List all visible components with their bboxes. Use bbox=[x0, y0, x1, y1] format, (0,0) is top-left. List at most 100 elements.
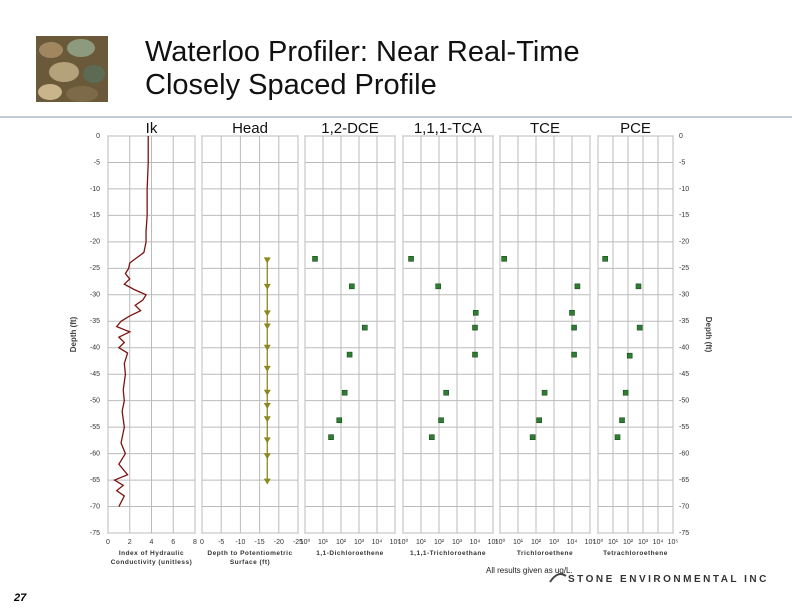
head-marker bbox=[263, 283, 271, 290]
x-axis-label-box: 1,1,1-Trichloroethane bbox=[410, 550, 486, 557]
sample-marker bbox=[571, 324, 577, 331]
panel-title: Head bbox=[232, 120, 268, 137]
x-tick-label: 10⁵ bbox=[668, 539, 679, 546]
sample-marker bbox=[346, 351, 353, 358]
y-axis-label: Depth (ft) bbox=[69, 316, 78, 352]
x-tick-label: 6 bbox=[171, 539, 175, 546]
x-tick-label: 10² bbox=[623, 539, 634, 546]
y-tick-label: -30 bbox=[679, 292, 689, 299]
rock bbox=[49, 62, 79, 82]
panel-title: PCE bbox=[620, 120, 651, 137]
x-tick-label: 10¹ bbox=[608, 539, 619, 546]
sample-marker bbox=[541, 389, 548, 396]
sample-marker bbox=[472, 351, 478, 358]
x-tick-label: 10² bbox=[434, 539, 445, 546]
sample-marker bbox=[571, 351, 577, 358]
y-tick-label: -60 bbox=[90, 450, 100, 457]
sample-marker bbox=[622, 389, 629, 396]
panel-frame bbox=[597, 135, 674, 534]
sample-marker bbox=[536, 417, 542, 424]
y-tick-label: -40 bbox=[679, 345, 689, 352]
y-axis-label: Depth (ft) bbox=[704, 317, 713, 353]
logo: STONE ENVIRONMENTAL INC bbox=[568, 574, 769, 585]
x-axis-label-box: 1,1-Dichloroethene bbox=[316, 550, 383, 557]
x-tick-label: 10⁴ bbox=[372, 539, 383, 546]
y-tick-label: -20 bbox=[679, 239, 689, 246]
y-tick-label: -50 bbox=[90, 398, 100, 405]
sample-marker bbox=[569, 309, 575, 316]
sample-marker bbox=[472, 324, 478, 331]
x-tick-label: 10⁴ bbox=[567, 539, 578, 546]
x-tick-label: 8 bbox=[193, 539, 197, 546]
y-tick-label: -5 bbox=[94, 159, 100, 166]
x-tick-label: 10⁰ bbox=[398, 538, 409, 546]
panel-frame bbox=[304, 135, 396, 534]
head-marker bbox=[263, 389, 271, 396]
y-tick-label: -70 bbox=[679, 503, 689, 510]
y-tick-label: -75 bbox=[90, 530, 100, 537]
head-marker bbox=[263, 402, 271, 409]
sample-marker bbox=[619, 417, 625, 424]
x-tick-label: -10 bbox=[235, 539, 245, 546]
x-tick-label: 10¹ bbox=[513, 539, 524, 546]
x-tick-label: 10² bbox=[531, 539, 542, 546]
x-tick-label: -20 bbox=[274, 539, 284, 546]
panel-title: TCE bbox=[530, 120, 560, 137]
y-tick-label: -40 bbox=[90, 345, 100, 352]
y-tick-label: -45 bbox=[90, 371, 100, 378]
x-axis-label: Tetrachloroethene bbox=[603, 550, 668, 557]
head-marker bbox=[263, 344, 271, 351]
sample-marker bbox=[472, 309, 479, 316]
x-tick-label: 10³ bbox=[452, 539, 463, 546]
head-marker bbox=[263, 257, 271, 264]
x-tick-label: 10³ bbox=[549, 539, 560, 546]
y-tick-label: 0 bbox=[96, 133, 100, 140]
x-tick-label: 0 bbox=[106, 539, 110, 546]
y-tick-label: 0 bbox=[679, 133, 683, 140]
sample-marker bbox=[602, 256, 608, 262]
slide-title: Waterloo Profiler: Near Real-Time Closel… bbox=[145, 36, 580, 101]
y-tick-label: -30 bbox=[90, 292, 100, 299]
x-axis-label-box: Index of Hydraulic Conductivity (unitles… bbox=[110, 550, 193, 566]
x-axis-label-box: Depth to Potentiometric Surface (ft) bbox=[207, 550, 292, 566]
y-tick-label: -15 bbox=[679, 212, 689, 219]
x-tick-label: 4 bbox=[150, 539, 154, 546]
sample-marker bbox=[341, 389, 348, 396]
head-marker bbox=[263, 310, 271, 317]
rock bbox=[83, 65, 105, 83]
y-tick-label: -45 bbox=[679, 371, 689, 378]
y-tick-label: -60 bbox=[679, 450, 689, 457]
x-tick-label: 10⁵ bbox=[488, 539, 499, 546]
sample-marker bbox=[626, 352, 633, 359]
x-tick-label: -5 bbox=[218, 539, 224, 546]
x-tick-label: 10⁰ bbox=[593, 538, 604, 546]
y-tick-label: -35 bbox=[679, 318, 689, 325]
y-tick-label: -25 bbox=[90, 265, 100, 272]
sample-marker bbox=[574, 283, 581, 290]
panel-frame bbox=[201, 135, 299, 534]
y-tick-label: -25 bbox=[679, 265, 689, 272]
sample-marker bbox=[408, 256, 414, 262]
panel-frame bbox=[499, 135, 591, 534]
head-marker bbox=[263, 365, 271, 372]
panel-title: 1,2-DCE bbox=[321, 120, 379, 137]
sample-marker bbox=[501, 256, 507, 262]
sample-marker bbox=[614, 434, 621, 440]
y-tick-label: -75 bbox=[679, 530, 689, 537]
sample-marker bbox=[361, 324, 368, 331]
x-tick-label: 10³ bbox=[638, 539, 649, 546]
x-axis-label-box: Trichloroethene bbox=[517, 550, 573, 557]
y-tick-label: -70 bbox=[90, 503, 100, 510]
y-tick-label: -5 bbox=[679, 159, 685, 166]
x-tick-label: 10⁰ bbox=[495, 538, 506, 546]
x-axis-label: Index of Hydraulic Conductivity (unitles… bbox=[110, 550, 193, 566]
x-tick-label: 10⁴ bbox=[653, 539, 664, 546]
rock bbox=[38, 84, 62, 100]
x-tick-label: 10⁰ bbox=[300, 538, 311, 546]
x-axis-label: 1,1,1-Trichloroethane bbox=[410, 550, 486, 557]
rock-photo bbox=[36, 36, 108, 102]
rock bbox=[39, 42, 63, 58]
x-tick-label: -15 bbox=[255, 539, 265, 546]
head-marker bbox=[263, 323, 271, 330]
